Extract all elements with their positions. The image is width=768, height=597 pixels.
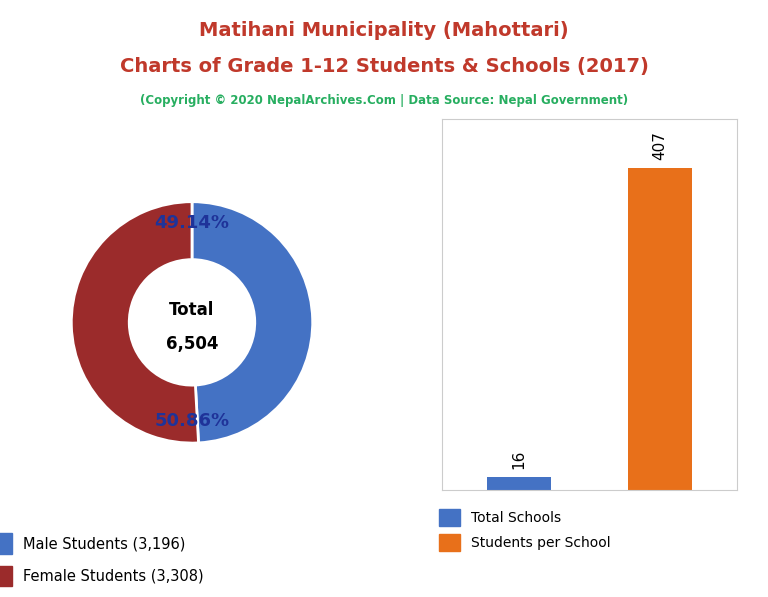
Text: 6,504: 6,504 <box>166 335 218 353</box>
Text: Matihani Municipality (Mahottari): Matihani Municipality (Mahottari) <box>199 21 569 40</box>
Text: Total: Total <box>169 301 215 319</box>
Text: 16: 16 <box>511 450 527 469</box>
Text: 50.86%: 50.86% <box>154 413 230 430</box>
Wedge shape <box>71 202 198 443</box>
Legend: Total Schools, Students per School: Total Schools, Students per School <box>434 503 617 556</box>
Wedge shape <box>192 202 313 443</box>
Text: 49.14%: 49.14% <box>154 214 230 232</box>
Text: 407: 407 <box>652 131 667 160</box>
Text: Charts of Grade 1-12 Students & Schools (2017): Charts of Grade 1-12 Students & Schools … <box>120 57 648 76</box>
Legend: Male Students (3,196), Female Students (3,308): Male Students (3,196), Female Students (… <box>0 528 210 592</box>
Bar <box>628 168 691 490</box>
Text: (Copyright © 2020 NepalArchives.Com | Data Source: Nepal Government): (Copyright © 2020 NepalArchives.Com | Da… <box>140 94 628 107</box>
Bar <box>488 477 551 490</box>
